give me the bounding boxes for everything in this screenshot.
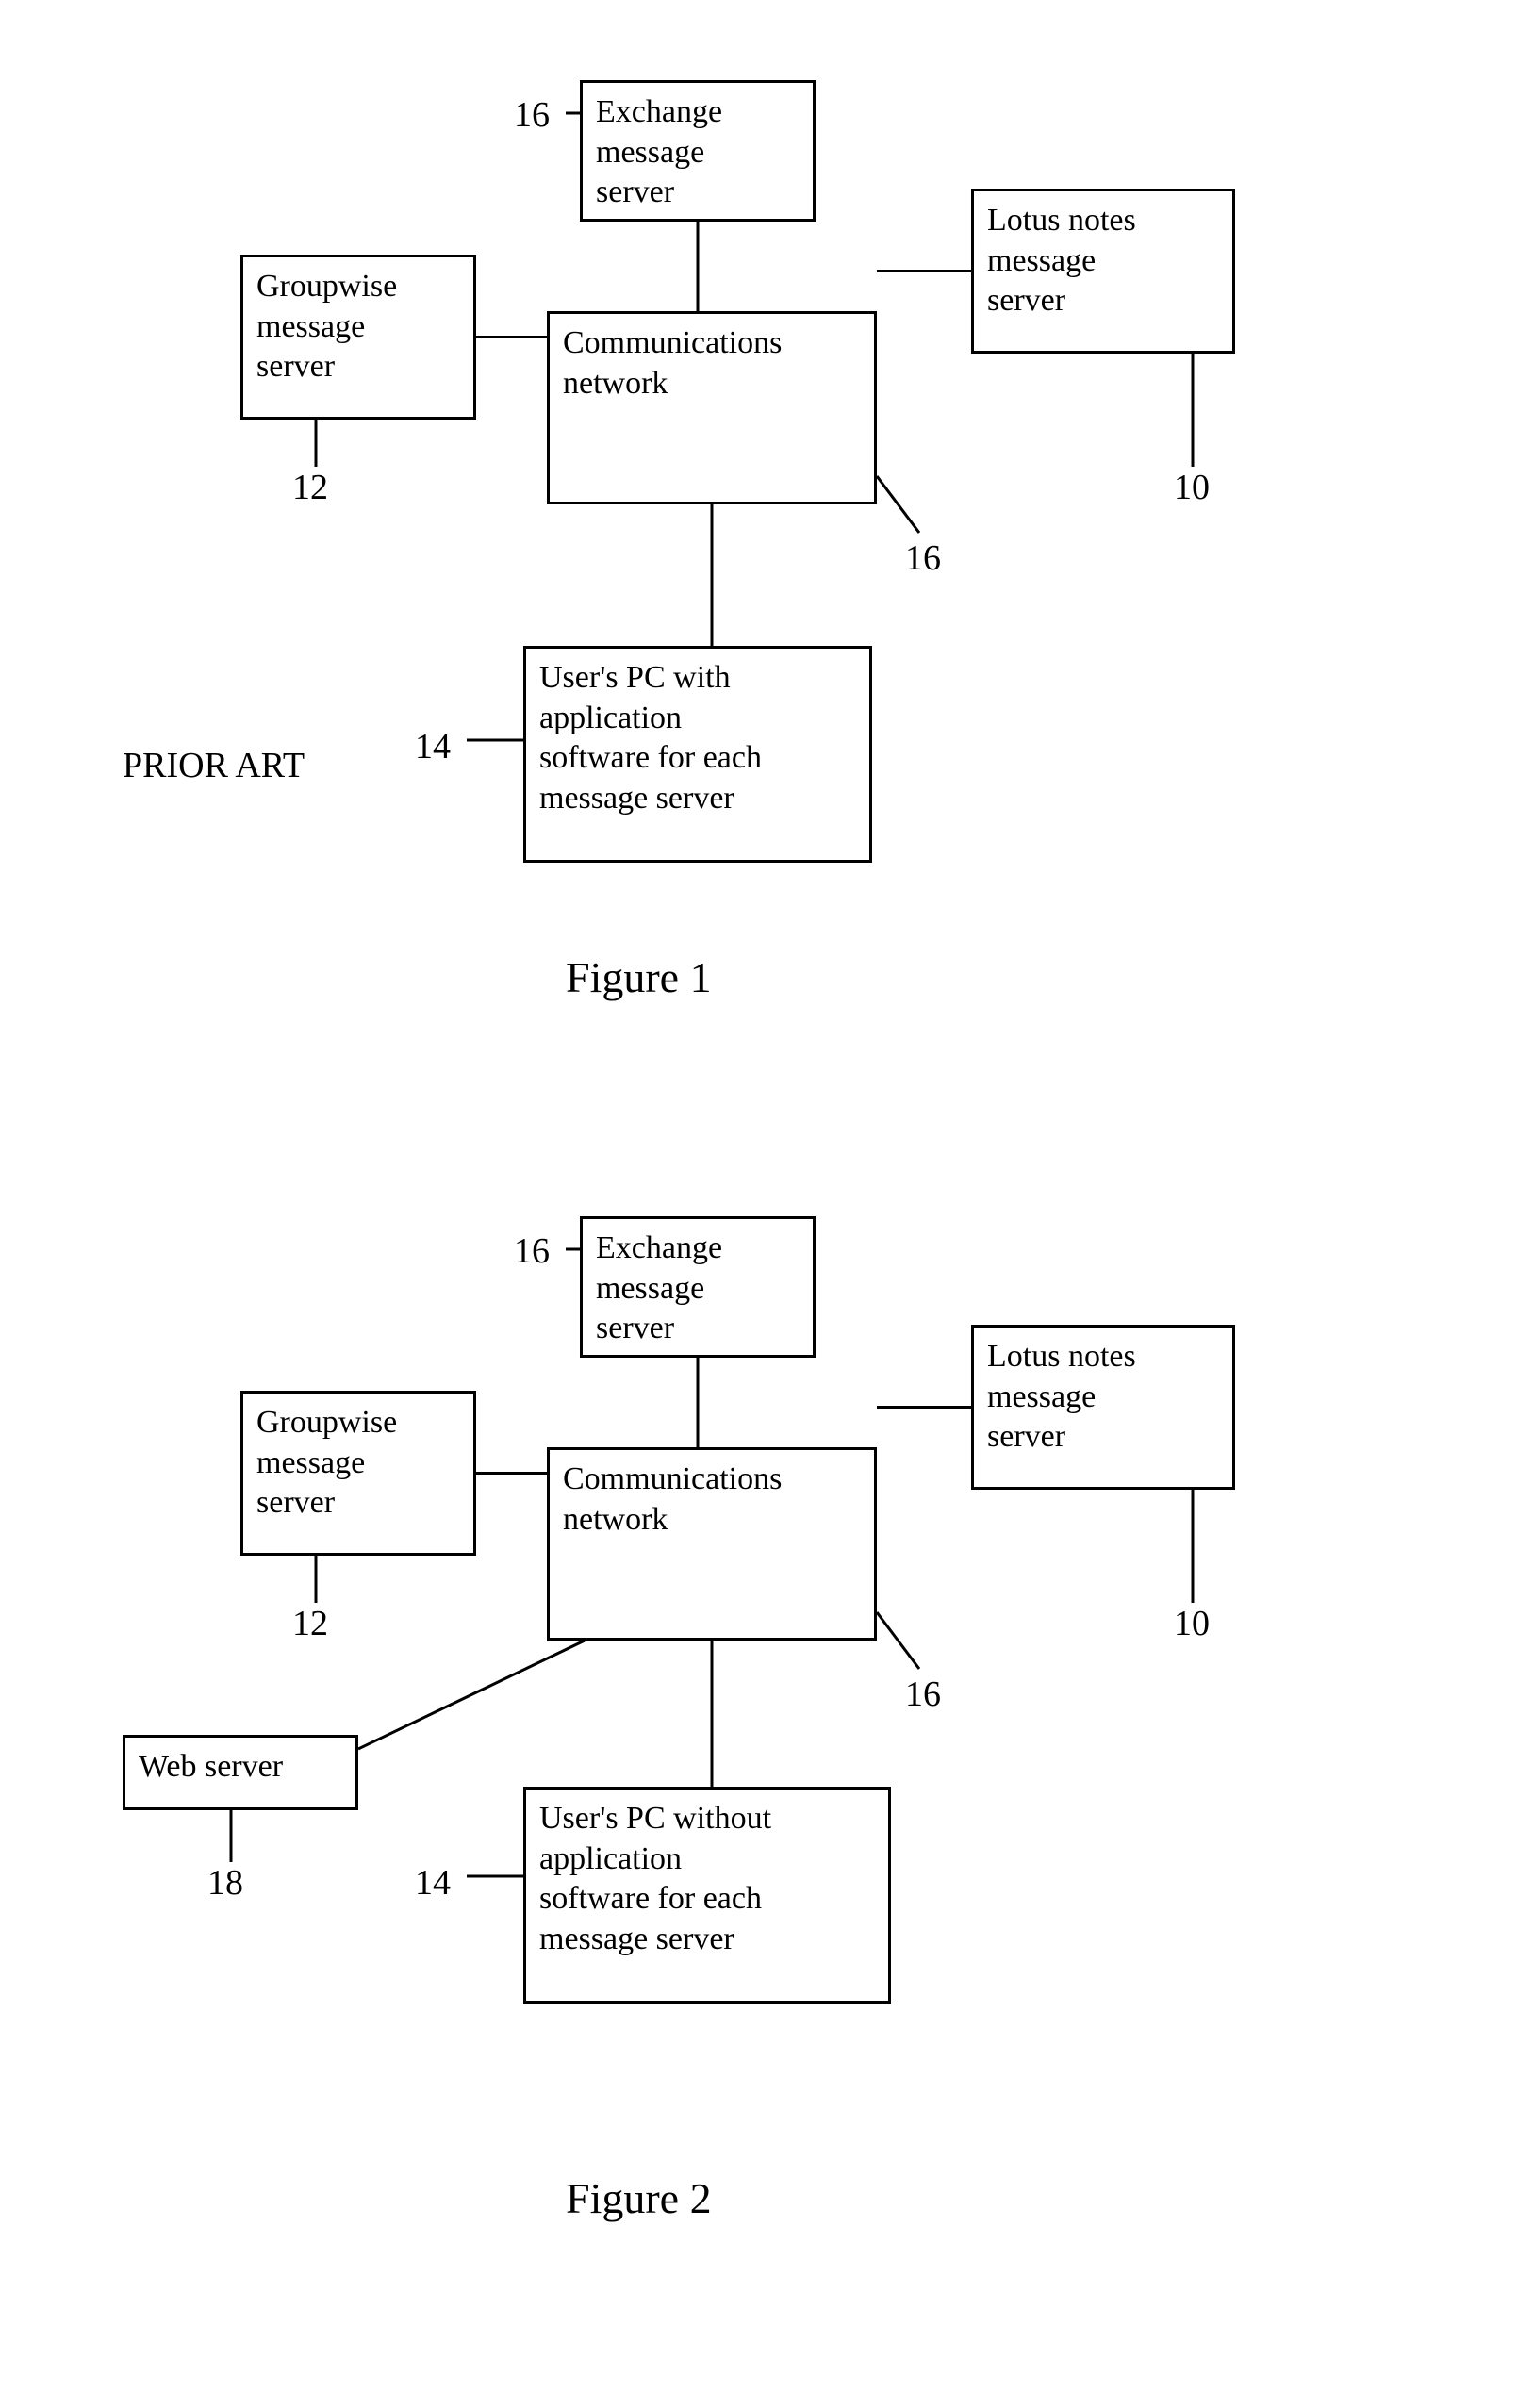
fig1-ref-r14: 14: [415, 726, 451, 767]
fig2-ref-r16b: 16: [905, 1674, 941, 1715]
fig1-node-lotus: Lotus notes message server: [971, 189, 1235, 354]
fig2-node-lotus-label: Lotus notes message server: [987, 1339, 1136, 1454]
fig2-ref-r10: 10: [1174, 1603, 1210, 1644]
fig1-node-groupwise-label: Groupwise message server: [256, 269, 397, 384]
fig2-ref-r12: 12: [292, 1603, 328, 1644]
fig1-node-userpc-label: User's PC with application software for …: [539, 660, 762, 816]
fig2-node-comms-label: Communications network: [563, 1461, 782, 1537]
fig2-node-userpc-label: User's PC without application software f…: [539, 1801, 771, 1956]
fig2-node-exchange-label: Exchange message server: [596, 1230, 722, 1345]
fig1-ref-r12: 12: [292, 467, 328, 508]
fig1-node-comms: Communications network: [547, 311, 877, 504]
fig1-caption: Figure 1: [566, 952, 712, 1002]
fig2-node-exchange: Exchange message server: [580, 1216, 816, 1358]
fig1-ref-r16b: 16: [905, 537, 941, 579]
fig1-node-exchange-label: Exchange message server: [596, 94, 722, 209]
fig2-node-userpc: User's PC without application software f…: [523, 1787, 891, 2004]
fig1-node-lotus-label: Lotus notes message server: [987, 203, 1136, 318]
fig1-node-groupwise: Groupwise message server: [240, 255, 476, 420]
fig2-node-comms: Communications network: [547, 1447, 877, 1641]
fig2-node-groupwise: Groupwise message server: [240, 1391, 476, 1556]
fig1-node-userpc: User's PC with application software for …: [523, 646, 872, 863]
fig2-node-webserver-label: Web server: [139, 1749, 283, 1784]
fig1-prior-art-label: PRIOR ART: [123, 745, 305, 786]
fig2-ref-r18: 18: [207, 1862, 243, 1904]
fig1-node-comms-label: Communications network: [563, 325, 782, 401]
fig1-ref-r16a: 16: [514, 94, 550, 136]
fig2-ref-r16a: 16: [514, 1230, 550, 1272]
fig2-node-lotus: Lotus notes message server: [971, 1325, 1235, 1490]
fig1-ref-r10: 10: [1174, 467, 1210, 508]
fig2-node-groupwise-label: Groupwise message server: [256, 1405, 397, 1520]
fig1-node-exchange: Exchange message server: [580, 80, 816, 222]
fig2-ref-r14: 14: [415, 1862, 451, 1904]
fig2-caption: Figure 2: [566, 2173, 712, 2223]
fig2-node-webserver: Web server: [123, 1735, 358, 1810]
